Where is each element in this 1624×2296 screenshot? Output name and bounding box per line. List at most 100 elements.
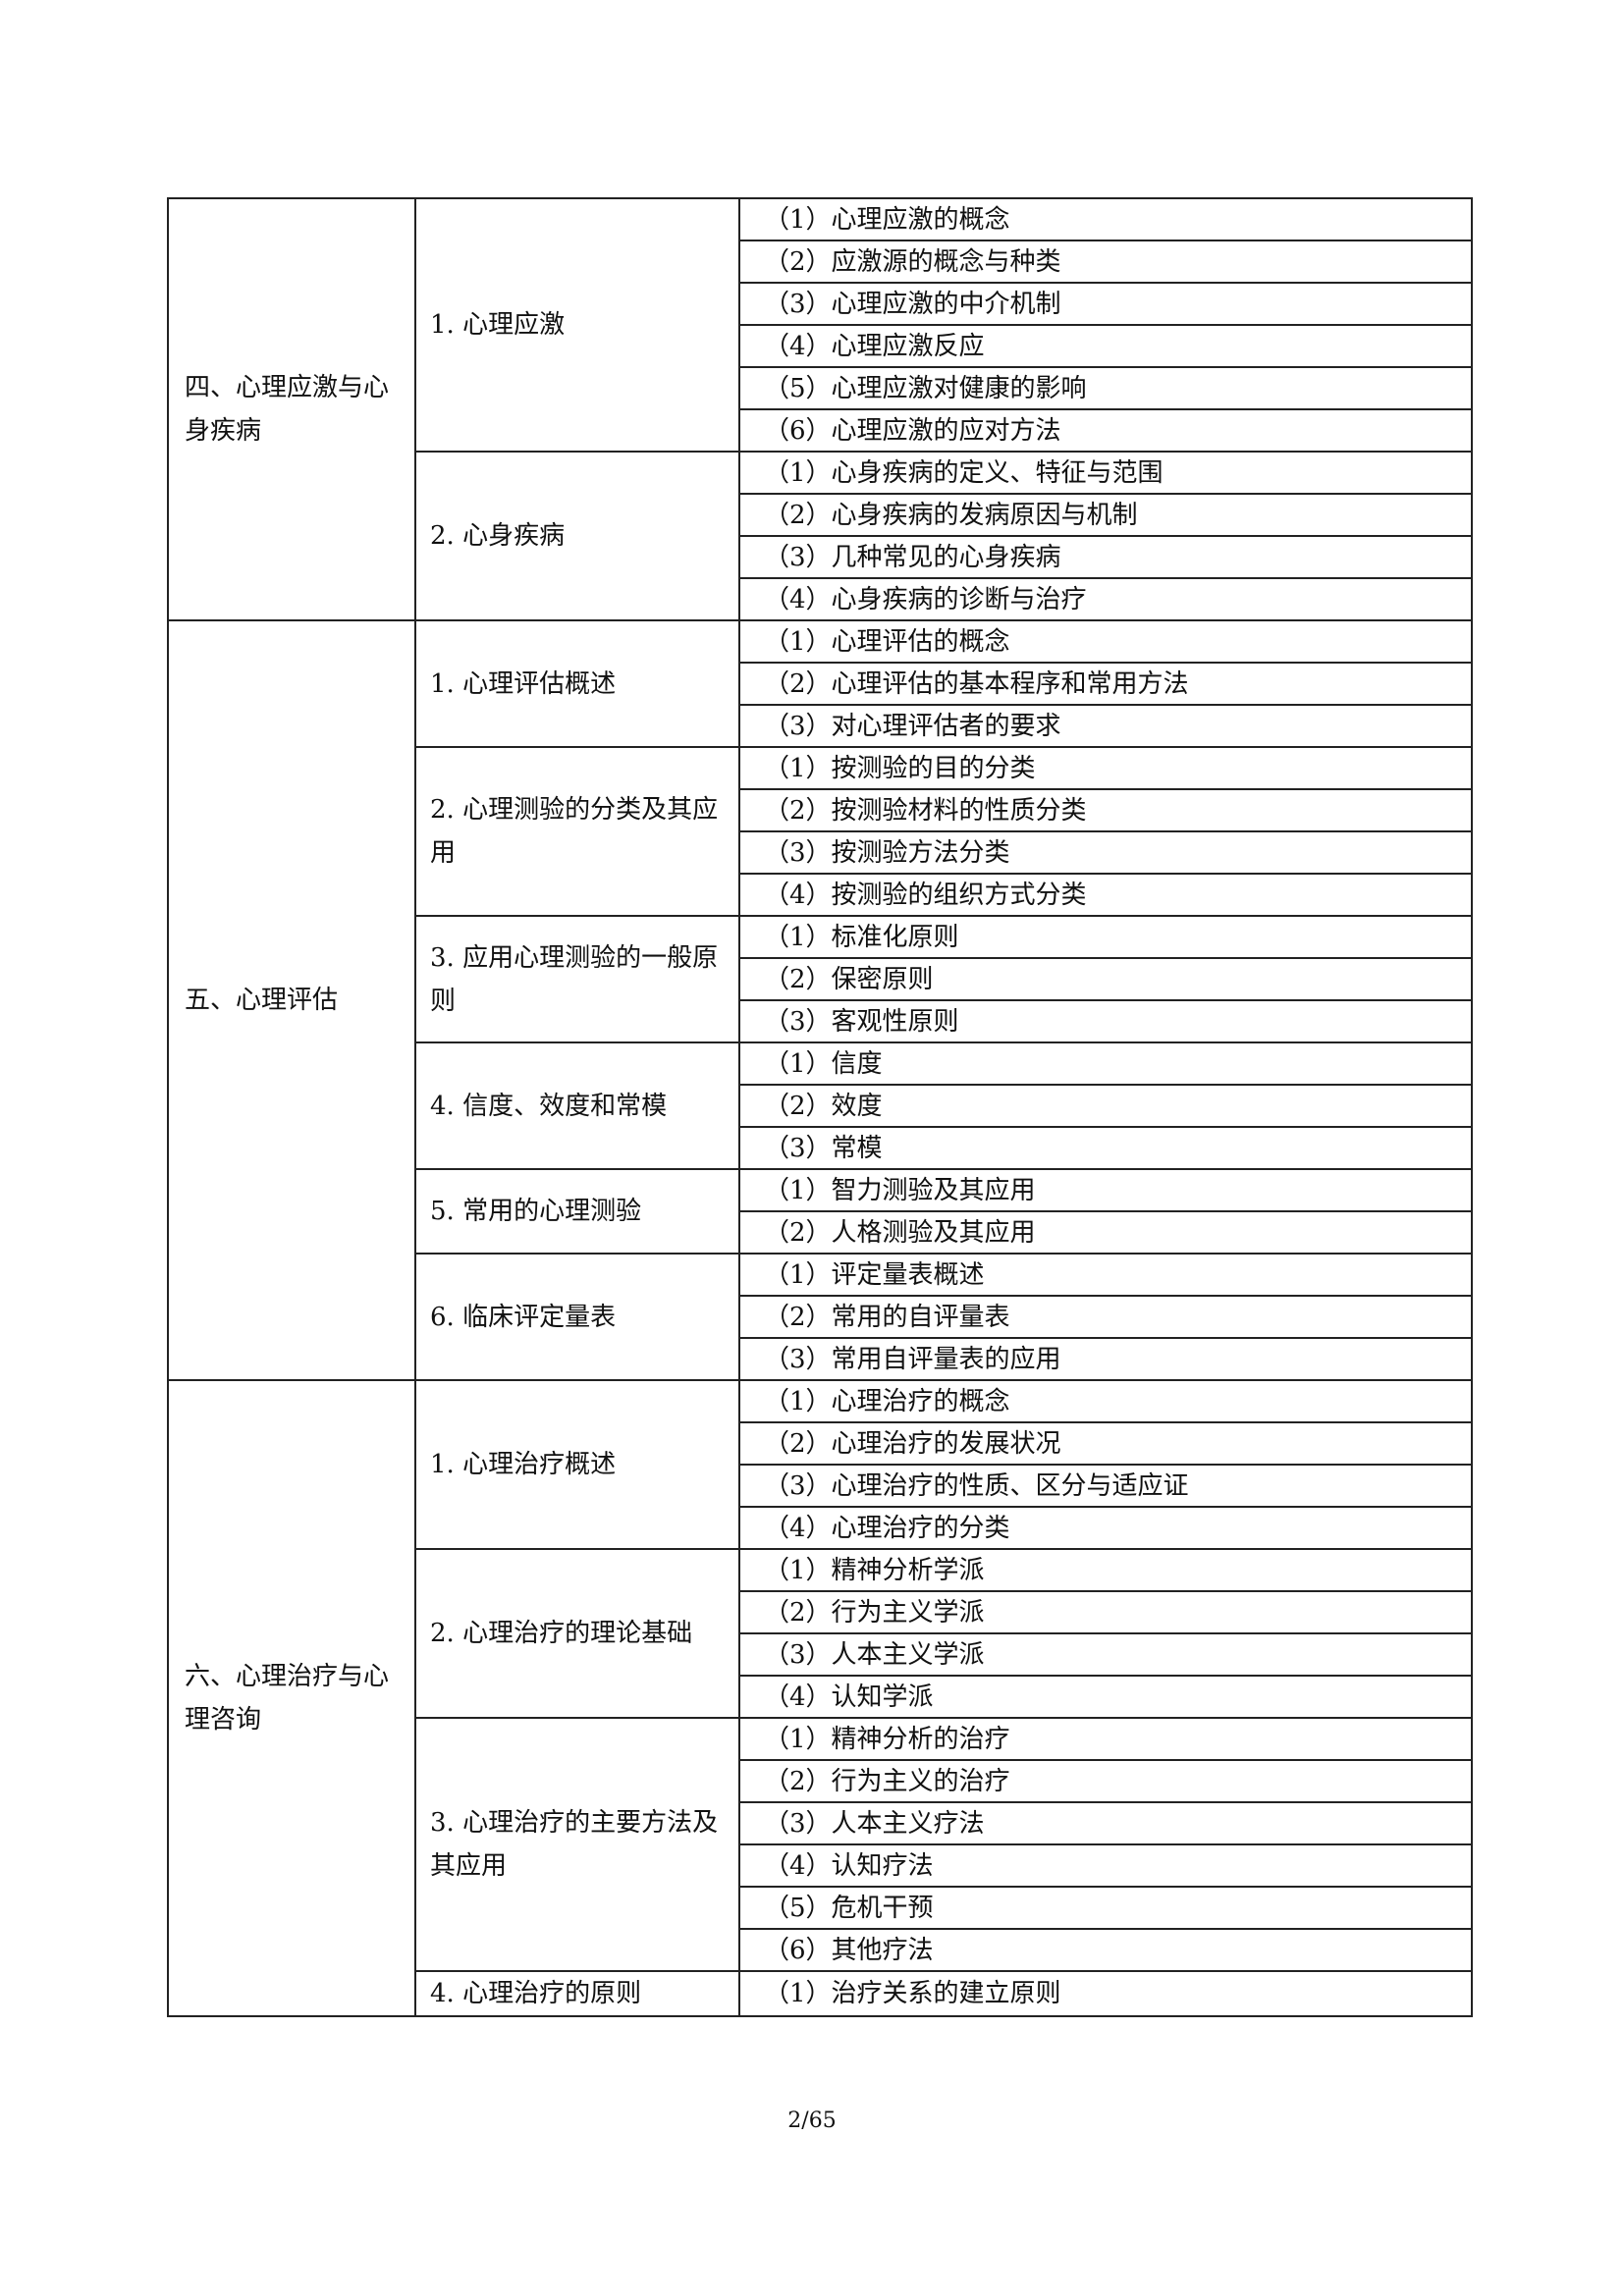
item-cell: （3）客观性原则 bbox=[738, 999, 1473, 1043]
item-cell: （1）智力测验及其应用 bbox=[738, 1168, 1473, 1212]
item-cell: （2）心理治疗的发展状况 bbox=[738, 1421, 1473, 1466]
topic-cell: 2. 心理测验的分类及其应用 bbox=[414, 746, 740, 917]
table-row: 四、心理应激与心身疾病 1. 心理应激 （1）心理应激的概念 bbox=[167, 197, 1473, 621]
item-cell: （3）心理应激的中介机制 bbox=[738, 282, 1473, 326]
table-row: （4）按测验的组织方式分类 bbox=[168, 873, 1473, 917]
item-cell: （2）行为主义学派 bbox=[738, 1590, 1473, 1634]
item-cell: （2）保密原则 bbox=[738, 957, 1473, 1001]
item-cell: （2）心身疾病的发病原因与机制 bbox=[738, 493, 1473, 537]
topic-cell: 3. 心理治疗的主要方法及其应用 bbox=[414, 1717, 740, 1972]
item-cell: （4）心理治疗的分类 bbox=[738, 1506, 1473, 1550]
item-cell: （1）心理评估的概念 bbox=[738, 619, 1473, 664]
table-row: （2）行为主义的治疗 bbox=[168, 1759, 1473, 1803]
topic-cell: 2. 心身疾病 bbox=[414, 451, 740, 621]
item-cell: （3）人本主义学派 bbox=[738, 1632, 1473, 1677]
table-row: （5）危机干预 bbox=[168, 1886, 1473, 1930]
item-cell: （5）心理应激对健康的影响 bbox=[738, 366, 1473, 410]
item-cell: （6）心理应激的应对方法 bbox=[738, 408, 1473, 453]
item-cell: （4）认知学派 bbox=[738, 1675, 1473, 1719]
table-row: （6）其他疗法 bbox=[168, 1928, 1473, 1972]
item-cell: （4）认知疗法 bbox=[738, 1843, 1473, 1888]
item-cell: （2）人格测验及其应用 bbox=[738, 1210, 1473, 1255]
table-row: 3. 应用心理测验的一般原则 （1）标准化原则 bbox=[168, 915, 1473, 1043]
table-row: （3）心理应激的中介机制 bbox=[168, 282, 1473, 326]
table-row: 2. 心理治疗的理论基础 （1）精神分析学派 bbox=[168, 1548, 1473, 1719]
table-row: （2）心理评估的基本程序和常用方法 bbox=[168, 662, 1473, 706]
table-row: （2）行为主义学派 bbox=[168, 1590, 1473, 1634]
topic-cell: 5. 常用的心理测验 bbox=[414, 1168, 740, 1255]
table-row: （2）效度 bbox=[168, 1084, 1473, 1128]
item-cell: （3）心理治疗的性质、区分与适应证 bbox=[738, 1464, 1473, 1508]
item-cell: （1）标准化原则 bbox=[738, 915, 1473, 959]
item-cell: （6）其他疗法 bbox=[738, 1928, 1473, 1972]
table-row: （3）常用自评量表的应用 bbox=[168, 1337, 1473, 1381]
table-row: 5. 常用的心理测验 （1）智力测验及其应用 bbox=[168, 1168, 1473, 1255]
item-cell: （4）心身疾病的诊断与治疗 bbox=[738, 577, 1473, 621]
item-cell: （2）应激源的概念与种类 bbox=[738, 240, 1473, 284]
table-row: 4. 信度、效度和常模 （1）信度 bbox=[168, 1041, 1473, 1170]
table-row: （5）心理应激对健康的影响 bbox=[168, 366, 1473, 410]
page-number: 2/65 bbox=[787, 2109, 837, 2133]
table-row: 六、心理治疗与心理咨询 1. 心理治疗概述 （1）心理治疗的概念 bbox=[167, 1379, 1473, 2017]
table-row: （4）心理治疗的分类 bbox=[168, 1506, 1473, 1550]
table-row: （3）心理治疗的性质、区分与适应证 bbox=[168, 1464, 1473, 1508]
item-cell: （2）常用的自评量表 bbox=[738, 1295, 1473, 1339]
table-row: （6）心理应激的应对方法 bbox=[168, 408, 1473, 453]
table-row: 2. 心理测验的分类及其应用 （1）按测验的目的分类 bbox=[168, 746, 1473, 917]
table-row: （3）常模 bbox=[168, 1126, 1473, 1170]
topic-cell: 1. 心理应激 bbox=[414, 197, 740, 453]
table-row: 2. 心身疾病 （1）心身疾病的定义、特征与范围 bbox=[168, 451, 1473, 621]
item-cell: （2）效度 bbox=[738, 1084, 1473, 1128]
item-cell: （3）常模 bbox=[738, 1126, 1473, 1170]
table-row: （3）几种常见的心身疾病 bbox=[168, 535, 1473, 579]
item-cell: （1）信度 bbox=[738, 1041, 1473, 1086]
table-row: （4）认知疗法 bbox=[168, 1843, 1473, 1888]
item-cell: （2）行为主义的治疗 bbox=[738, 1759, 1473, 1803]
topic-cell: 2. 心理治疗的理论基础 bbox=[414, 1548, 740, 1719]
section-cell: 六、心理治疗与心理咨询 bbox=[167, 1379, 416, 2017]
item-cell: （1）按测验的目的分类 bbox=[738, 746, 1473, 790]
topic-cell: 6. 临床评定量表 bbox=[414, 1253, 740, 1381]
table-row: （3）按测验方法分类 bbox=[168, 830, 1473, 875]
item-cell: （4）按测验的组织方式分类 bbox=[738, 873, 1473, 917]
topic-cell: 3. 应用心理测验的一般原则 bbox=[414, 915, 740, 1043]
syllabus-table: 四、心理应激与心身疾病 1. 心理应激 （1）心理应激的概念 （2）应激源的概念与种类… bbox=[167, 197, 1473, 2017]
table-row: 6. 临床评定量表 （1）评定量表概述 bbox=[168, 1253, 1473, 1381]
table-row: 五、心理评估 1. 心理评估概述 （1）心理评估的概念 bbox=[167, 619, 1473, 1381]
item-cell: （1）心理治疗的概念 bbox=[738, 1379, 1473, 1423]
item-cell: （2）心理评估的基本程序和常用方法 bbox=[738, 662, 1473, 706]
topic-cell: 4. 信度、效度和常模 bbox=[414, 1041, 740, 1170]
section-cell: 四、心理应激与心身疾病 bbox=[167, 197, 416, 621]
table-row: （4）心理应激反应 bbox=[168, 324, 1473, 368]
table-row: （2）按测验材料的性质分类 bbox=[168, 788, 1473, 832]
item-cell: （1）评定量表概述 bbox=[738, 1253, 1473, 1297]
table-row: （3）对心理评估者的要求 bbox=[168, 704, 1473, 748]
table-row: 4. 心理治疗的原则 （1）治疗关系的建立原则 bbox=[168, 1970, 1473, 2017]
table-row: （2）常用的自评量表 bbox=[168, 1295, 1473, 1339]
table-row: （2）保密原则 bbox=[168, 957, 1473, 1001]
table-row: （4）认知学派 bbox=[168, 1675, 1473, 1719]
table-row: （3）客观性原则 bbox=[168, 999, 1473, 1043]
table-row: （2）应激源的概念与种类 bbox=[168, 240, 1473, 284]
item-cell: （5）危机干预 bbox=[738, 1886, 1473, 1930]
item-cell: （1）精神分析学派 bbox=[738, 1548, 1473, 1592]
table-row: （4）心身疾病的诊断与治疗 bbox=[168, 577, 1473, 621]
item-cell: （1）精神分析的治疗 bbox=[738, 1717, 1473, 1761]
item-cell: （1）治疗关系的建立原则 bbox=[738, 1970, 1473, 2017]
item-cell: （2）按测验材料的性质分类 bbox=[738, 788, 1473, 832]
section-cell: 五、心理评估 bbox=[167, 619, 416, 1381]
item-cell: （3）几种常见的心身疾病 bbox=[738, 535, 1473, 579]
item-cell: （4）心理应激反应 bbox=[738, 324, 1473, 368]
topic-cell: 4. 心理治疗的原则 bbox=[414, 1970, 740, 2017]
item-cell: （3）按测验方法分类 bbox=[738, 830, 1473, 875]
topic-cell: 1. 心理评估概述 bbox=[414, 619, 740, 748]
item-cell: （1）心理应激的概念 bbox=[738, 197, 1473, 241]
table-row: （2）人格测验及其应用 bbox=[168, 1210, 1473, 1255]
topic-cell: 1. 心理治疗概述 bbox=[414, 1379, 740, 1550]
table-row: 3. 心理治疗的主要方法及其应用 （1）精神分析的治疗 bbox=[168, 1717, 1473, 1972]
table-row: （2）心理治疗的发展状况 bbox=[168, 1421, 1473, 1466]
table-row: （3）人本主义学派 bbox=[168, 1632, 1473, 1677]
table-row: （3）人本主义疗法 bbox=[168, 1801, 1473, 1845]
item-cell: （1）心身疾病的定义、特征与范围 bbox=[738, 451, 1473, 495]
item-cell: （3）人本主义疗法 bbox=[738, 1801, 1473, 1845]
